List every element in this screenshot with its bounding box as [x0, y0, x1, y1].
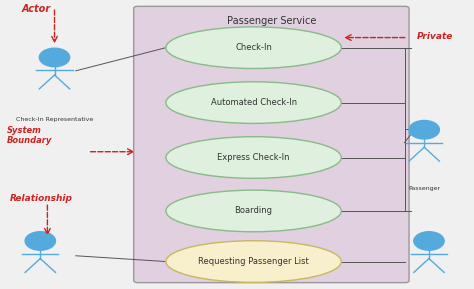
Text: Express Check-In: Express Check-In	[218, 153, 290, 162]
Text: Relationship: Relationship	[9, 194, 73, 203]
Text: Requesting Passenger List: Requesting Passenger List	[198, 257, 309, 266]
Ellipse shape	[166, 241, 341, 282]
Text: Actor: Actor	[21, 4, 50, 14]
Text: Automated Check-In: Automated Check-In	[210, 98, 297, 107]
Ellipse shape	[166, 190, 341, 232]
Text: Check-In: Check-In	[235, 43, 272, 52]
Circle shape	[25, 232, 55, 250]
Ellipse shape	[166, 137, 341, 178]
Text: Passenger: Passenger	[408, 186, 440, 191]
Text: Passenger Service: Passenger Service	[227, 16, 316, 26]
Ellipse shape	[166, 82, 341, 123]
FancyBboxPatch shape	[134, 6, 409, 283]
Circle shape	[414, 232, 444, 250]
Text: Check-In Representative: Check-In Representative	[16, 117, 93, 122]
Text: System
Boundary: System Boundary	[7, 126, 53, 145]
Text: Private: Private	[417, 32, 454, 41]
Text: Boarding: Boarding	[235, 206, 273, 216]
Circle shape	[39, 48, 70, 67]
Circle shape	[409, 121, 439, 139]
Ellipse shape	[166, 27, 341, 68]
